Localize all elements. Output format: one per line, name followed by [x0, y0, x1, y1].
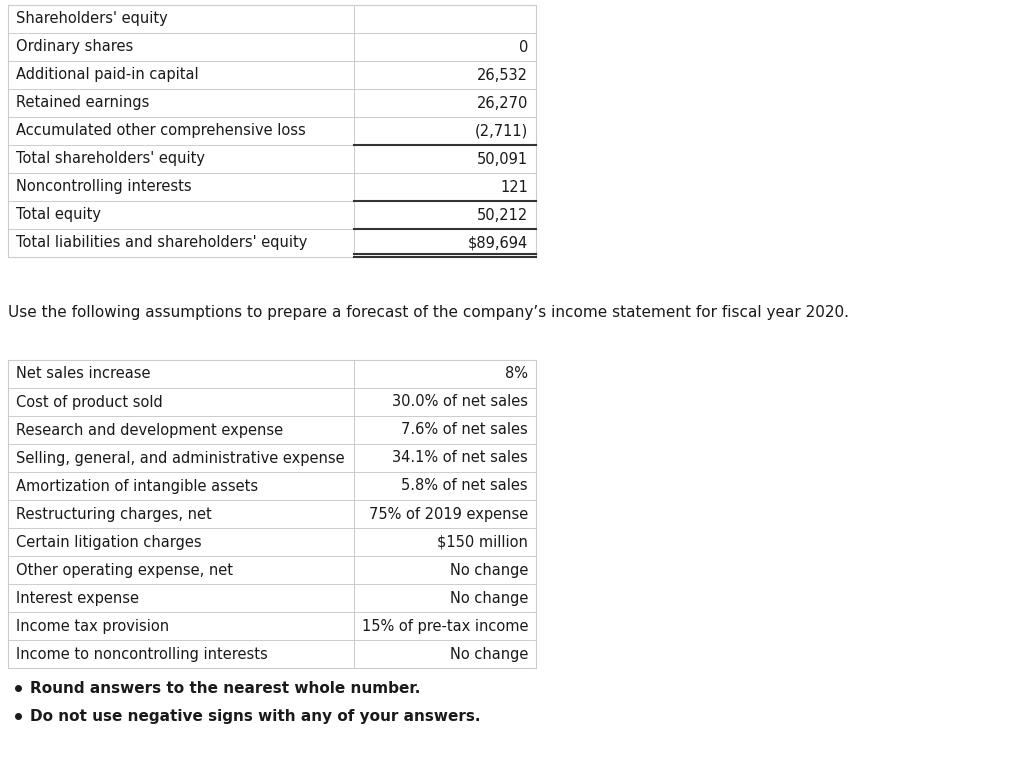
Text: $150 million: $150 million: [437, 534, 528, 550]
Text: Total equity: Total equity: [16, 208, 101, 223]
Text: Use the following assumptions to prepare a forecast of the company’s income stat: Use the following assumptions to prepare…: [8, 305, 849, 320]
Text: Retained earnings: Retained earnings: [16, 95, 150, 110]
Text: Interest expense: Interest expense: [16, 590, 139, 605]
Text: Ordinary shares: Ordinary shares: [16, 40, 133, 55]
Text: Selling, general, and administrative expense: Selling, general, and administrative exp…: [16, 451, 345, 465]
Text: Additional paid-in capital: Additional paid-in capital: [16, 67, 199, 83]
Text: No change: No change: [450, 590, 528, 605]
Text: Other operating expense, net: Other operating expense, net: [16, 562, 233, 577]
Text: 26,270: 26,270: [476, 95, 528, 110]
Text: 50,212: 50,212: [477, 208, 528, 223]
Text: Certain litigation charges: Certain litigation charges: [16, 534, 202, 550]
Text: 26,532: 26,532: [477, 67, 528, 83]
Text: Amortization of intangible assets: Amortization of intangible assets: [16, 479, 258, 494]
Text: Noncontrolling interests: Noncontrolling interests: [16, 180, 191, 194]
Text: 50,091: 50,091: [477, 152, 528, 166]
Text: 15% of pre-tax income: 15% of pre-tax income: [361, 619, 528, 633]
Text: Accumulated other comprehensive loss: Accumulated other comprehensive loss: [16, 123, 306, 138]
Text: Total shareholders' equity: Total shareholders' equity: [16, 152, 205, 166]
Text: Net sales increase: Net sales increase: [16, 366, 151, 381]
Text: 8%: 8%: [505, 366, 528, 381]
Text: $89,694: $89,694: [468, 236, 528, 251]
Text: 34.1% of net sales: 34.1% of net sales: [392, 451, 528, 465]
Text: No change: No change: [450, 562, 528, 577]
Text: Cost of product sold: Cost of product sold: [16, 394, 163, 409]
Text: Research and development expense: Research and development expense: [16, 423, 283, 437]
Text: 7.6% of net sales: 7.6% of net sales: [401, 423, 528, 437]
Text: 0: 0: [518, 40, 528, 55]
Bar: [8, 360, 536, 668]
Text: Total liabilities and shareholders' equity: Total liabilities and shareholders' equi…: [16, 236, 307, 251]
Text: Shareholders' equity: Shareholders' equity: [16, 12, 168, 27]
Text: Restructuring charges, net: Restructuring charges, net: [16, 507, 212, 522]
Text: Income tax provision: Income tax provision: [16, 619, 169, 633]
Text: 30.0% of net sales: 30.0% of net sales: [392, 394, 528, 409]
Text: Income to noncontrolling interests: Income to noncontrolling interests: [16, 647, 267, 662]
Text: Round answers to the nearest whole number.: Round answers to the nearest whole numbe…: [30, 681, 421, 696]
Text: Do not use negative signs with any of your answers.: Do not use negative signs with any of yo…: [30, 709, 480, 724]
Text: 75% of 2019 expense: 75% of 2019 expense: [369, 507, 528, 522]
Bar: [8, 5, 536, 257]
Text: 121: 121: [500, 180, 528, 194]
Text: (2,711): (2,711): [475, 123, 528, 138]
Text: 5.8% of net sales: 5.8% of net sales: [401, 479, 528, 494]
Text: No change: No change: [450, 647, 528, 662]
